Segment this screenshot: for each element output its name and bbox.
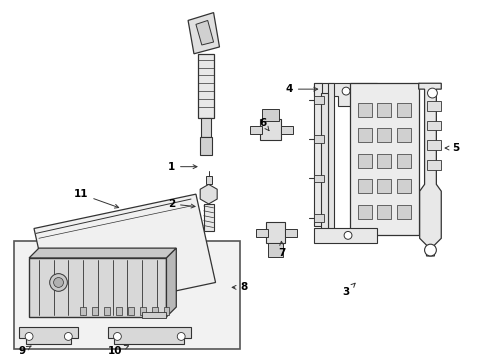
Polygon shape	[418, 83, 440, 256]
Circle shape	[50, 274, 67, 291]
Text: 1: 1	[167, 162, 197, 172]
Bar	[377, 154, 390, 168]
Bar	[92, 307, 98, 315]
Bar	[205, 176, 211, 184]
Bar	[349, 83, 418, 235]
Bar	[313, 175, 323, 183]
Circle shape	[113, 333, 121, 340]
Bar	[203, 204, 213, 231]
Bar	[396, 103, 410, 117]
Polygon shape	[34, 194, 215, 317]
Bar	[320, 93, 328, 230]
Bar	[313, 96, 323, 104]
Bar	[281, 126, 292, 134]
Bar	[396, 205, 410, 219]
Polygon shape	[200, 184, 217, 204]
Bar	[396, 154, 410, 168]
Circle shape	[427, 88, 436, 98]
Bar	[249, 126, 261, 134]
Bar	[261, 109, 279, 121]
Bar	[328, 83, 334, 235]
Text: 3: 3	[342, 283, 354, 297]
Polygon shape	[166, 248, 176, 317]
Bar	[127, 307, 133, 315]
Bar	[285, 229, 296, 237]
Bar	[198, 54, 213, 118]
Bar	[426, 101, 440, 111]
Bar	[313, 214, 323, 222]
Bar	[377, 205, 390, 219]
Bar	[426, 140, 440, 150]
Circle shape	[424, 244, 435, 256]
Polygon shape	[196, 21, 213, 45]
Circle shape	[54, 278, 63, 287]
Text: 2: 2	[167, 199, 195, 209]
Bar	[377, 103, 390, 117]
Text: 4: 4	[285, 84, 317, 94]
Polygon shape	[29, 258, 166, 317]
Bar	[396, 179, 410, 193]
Bar	[80, 307, 86, 315]
Polygon shape	[29, 248, 176, 258]
Text: 11: 11	[74, 189, 119, 208]
Bar	[313, 83, 321, 226]
Polygon shape	[313, 229, 377, 243]
Bar	[357, 154, 371, 168]
Text: 10: 10	[108, 346, 128, 356]
Text: 7: 7	[278, 241, 285, 258]
Bar	[142, 312, 166, 318]
Text: 6: 6	[259, 117, 268, 131]
Bar	[259, 118, 281, 140]
Bar	[255, 229, 267, 237]
Circle shape	[342, 87, 349, 95]
Bar	[14, 241, 240, 349]
Polygon shape	[107, 327, 191, 344]
Bar	[357, 179, 371, 193]
Polygon shape	[19, 327, 78, 344]
Text: 8: 8	[232, 282, 247, 292]
Bar	[377, 179, 390, 193]
Circle shape	[177, 333, 185, 340]
Bar	[265, 222, 285, 243]
Bar	[104, 307, 110, 315]
Bar	[396, 129, 410, 142]
Bar	[200, 137, 211, 155]
Bar	[426, 160, 440, 170]
Bar	[357, 103, 371, 117]
Circle shape	[25, 333, 33, 340]
Bar	[357, 205, 371, 219]
Bar	[151, 307, 157, 315]
Bar	[426, 121, 440, 130]
Circle shape	[64, 333, 72, 340]
Bar	[201, 118, 210, 137]
Bar	[116, 307, 122, 315]
Bar	[377, 129, 390, 142]
Polygon shape	[313, 83, 377, 106]
Bar	[140, 307, 145, 315]
Polygon shape	[188, 13, 219, 54]
Text: 9: 9	[19, 346, 31, 356]
Bar	[267, 243, 283, 257]
Bar	[357, 129, 371, 142]
Bar	[313, 135, 323, 143]
Bar	[163, 307, 169, 315]
Text: 5: 5	[444, 143, 459, 153]
Circle shape	[344, 231, 351, 239]
